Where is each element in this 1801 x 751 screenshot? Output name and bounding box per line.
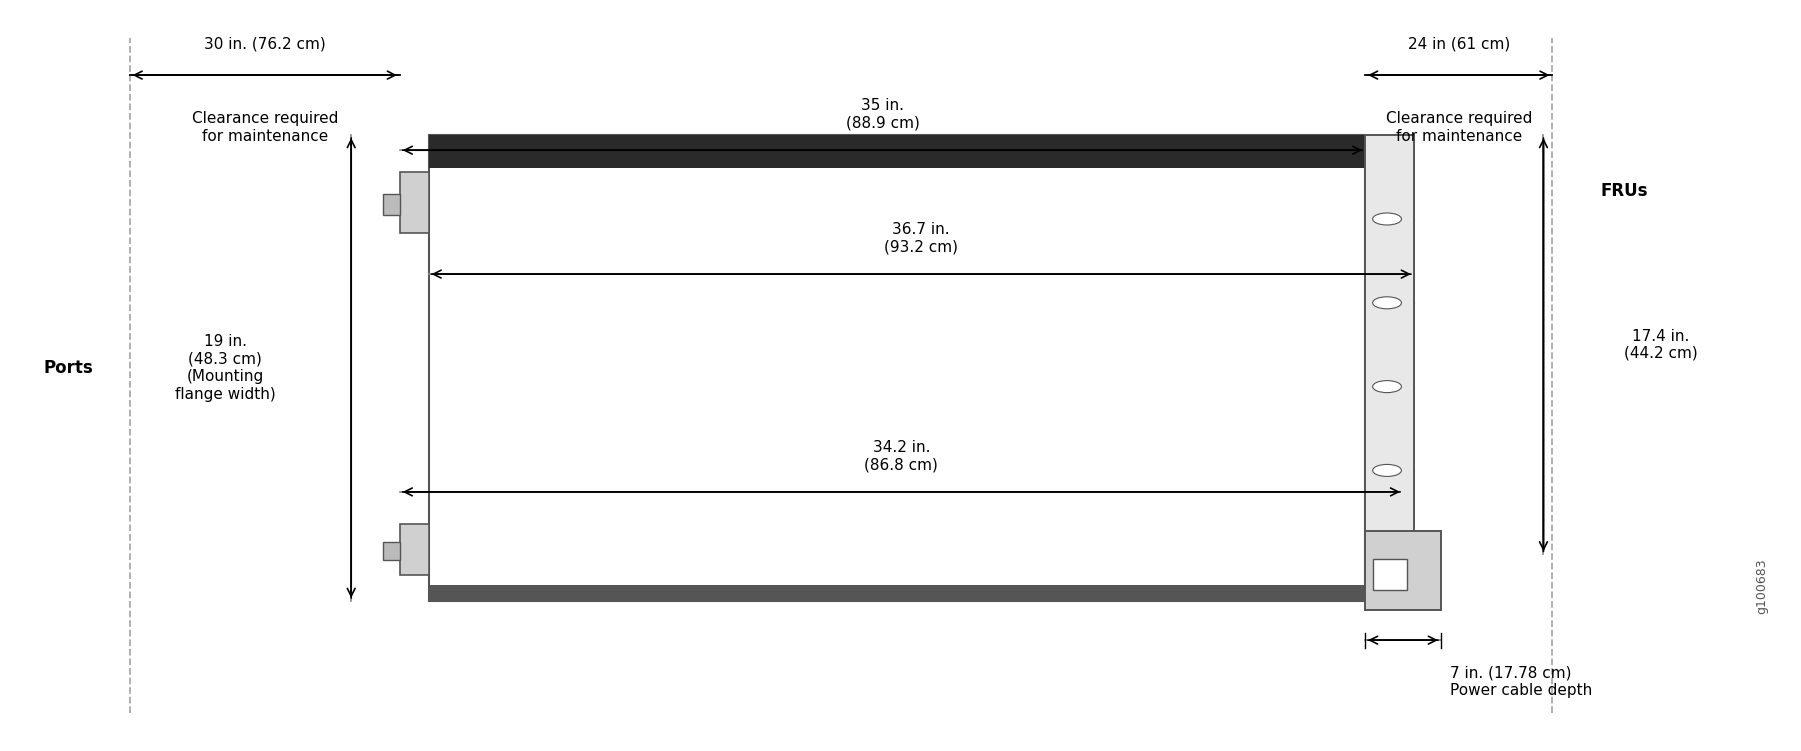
Bar — [429, 584, 1365, 601]
Bar — [429, 135, 1365, 167]
Circle shape — [1372, 464, 1401, 476]
Bar — [382, 542, 400, 559]
Text: 35 in.
(88.9 cm): 35 in. (88.9 cm) — [845, 98, 920, 131]
Bar — [400, 173, 429, 233]
Bar — [1365, 135, 1414, 554]
Bar — [382, 194, 400, 215]
Text: Clearance required
for maintenance: Clearance required for maintenance — [191, 111, 339, 144]
Circle shape — [1372, 381, 1401, 393]
Text: 17.4 in.
(44.2 cm): 17.4 in. (44.2 cm) — [1625, 328, 1697, 361]
Text: Clearance required
for maintenance: Clearance required for maintenance — [1385, 111, 1533, 144]
Text: 19 in.
(48.3 cm)
(Mounting
flange width): 19 in. (48.3 cm) (Mounting flange width) — [175, 334, 276, 402]
Text: 34.2 in.
(86.8 cm): 34.2 in. (86.8 cm) — [864, 439, 938, 472]
Bar — [429, 135, 1365, 601]
Circle shape — [1372, 297, 1401, 309]
Text: 36.7 in.
(93.2 cm): 36.7 in. (93.2 cm) — [884, 222, 958, 255]
Text: Ports: Ports — [43, 359, 94, 377]
Text: 30 in. (76.2 cm): 30 in. (76.2 cm) — [204, 36, 326, 51]
Circle shape — [1372, 213, 1401, 225]
Text: 24 in (61 cm): 24 in (61 cm) — [1408, 36, 1509, 51]
Bar — [1372, 559, 1407, 590]
Bar — [1365, 531, 1441, 610]
Text: FRUs: FRUs — [1601, 182, 1648, 200]
Text: 7 in. (17.78 cm)
Power cable depth: 7 in. (17.78 cm) Power cable depth — [1450, 665, 1592, 698]
Text: g100683: g100683 — [1754, 558, 1769, 614]
Bar — [400, 524, 429, 575]
